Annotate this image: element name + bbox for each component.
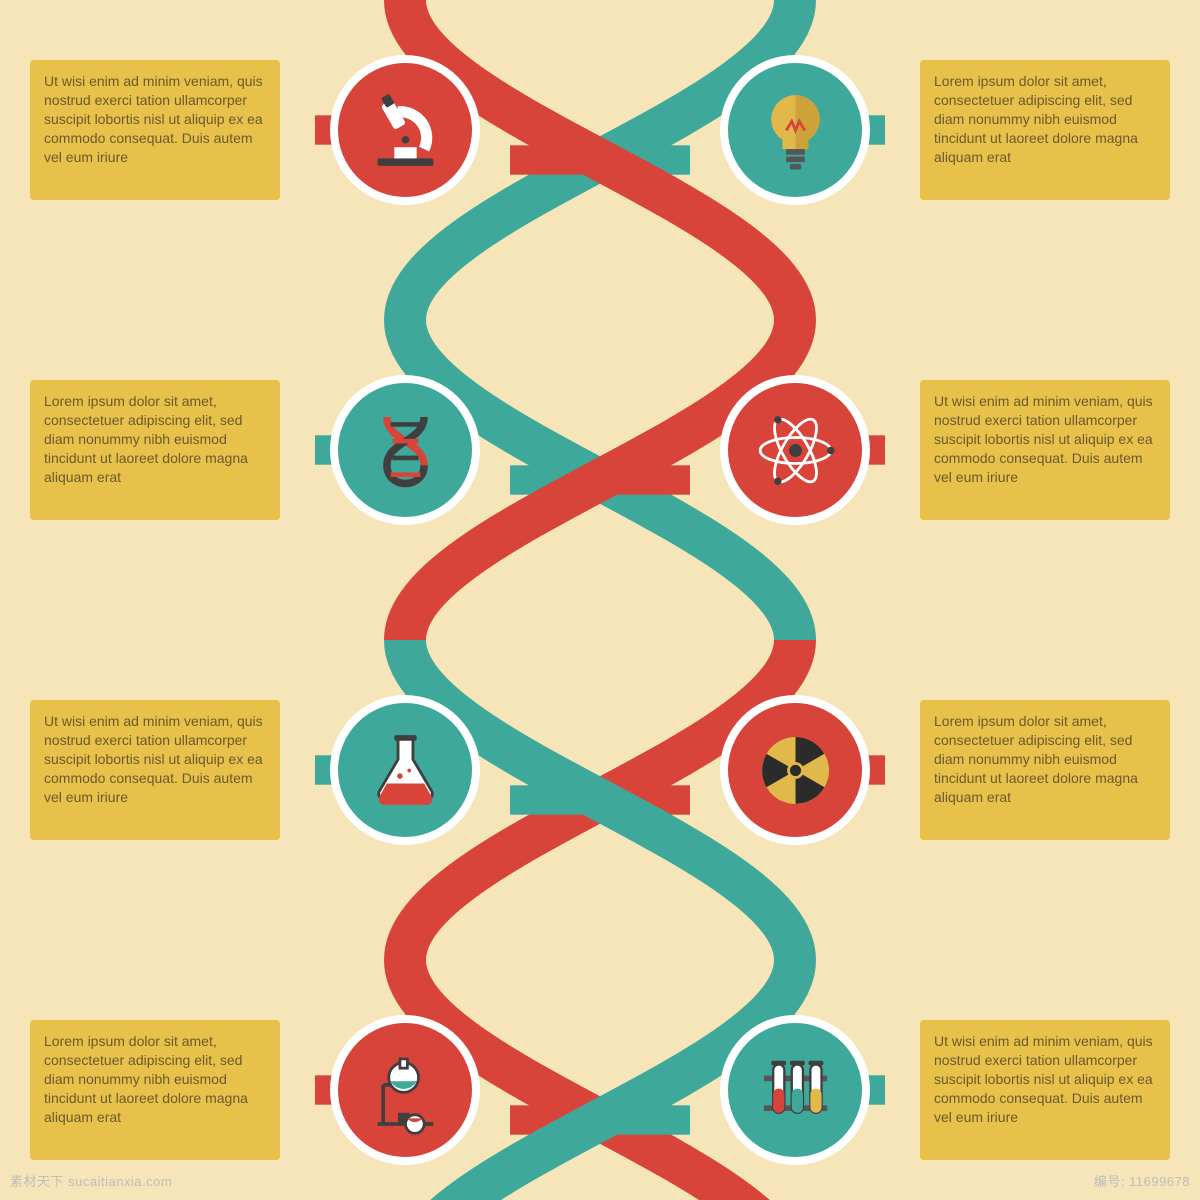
- flask-node: [330, 695, 480, 845]
- watermark-right: 编号: 11699678: [1094, 1171, 1190, 1190]
- info-textbox: Ut wisi enim ad minim veniam, quis nostr…: [920, 380, 1170, 520]
- bulb-icon: [749, 84, 842, 177]
- tubes-node: [720, 1015, 870, 1165]
- tubes-icon: [749, 1044, 842, 1137]
- info-textbox: Ut wisi enim ad minim veniam, quis nostr…: [30, 60, 280, 200]
- atom-icon: [749, 404, 842, 497]
- burner-node: [330, 1015, 480, 1165]
- watermark-left: 素材天下 sucaitianxia.com: [10, 1171, 172, 1190]
- bulb-node: [720, 55, 870, 205]
- radiation-node: [720, 695, 870, 845]
- info-textbox: Ut wisi enim ad minim veniam, quis nostr…: [30, 700, 280, 840]
- info-textbox: Lorem ipsum dolor sit amet, consectetuer…: [920, 60, 1170, 200]
- info-textbox: Lorem ipsum dolor sit amet, consectetuer…: [920, 700, 1170, 840]
- info-textbox: Lorem ipsum dolor sit amet, consectetuer…: [30, 380, 280, 520]
- info-textbox: Ut wisi enim ad minim veniam, quis nostr…: [920, 1020, 1170, 1160]
- atom-node: [720, 375, 870, 525]
- info-textbox: Lorem ipsum dolor sit amet, consectetuer…: [30, 1020, 280, 1160]
- radiation-icon: [749, 724, 842, 817]
- infographic-canvas: Ut wisi enim ad minim veniam, quis nostr…: [0, 0, 1200, 1200]
- microscope-node: [330, 55, 480, 205]
- dna-node: [330, 375, 480, 525]
- burner-icon: [359, 1044, 452, 1137]
- dna-icon: [359, 404, 452, 497]
- microscope-icon: [359, 84, 452, 177]
- flask-icon: [359, 724, 452, 817]
